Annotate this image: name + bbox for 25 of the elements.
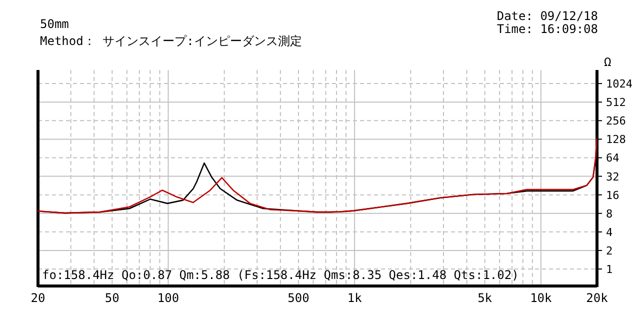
annotation: fo:158.4Hz Qo:0.87 Qm:5.88 (Fs:158.4Hz Qms:8.35 Qes:1.48 Qts:1.02)	[42, 268, 519, 282]
x-tick-label: 10k	[530, 291, 553, 305]
y-tick-label: 256	[606, 114, 626, 128]
x-tick-label: 50	[104, 291, 120, 305]
x-tick-label: 20	[30, 291, 46, 305]
y-tick-label: 16	[606, 188, 620, 202]
y-tick-label: 1024	[606, 78, 633, 91]
x-tick-label: 5k	[478, 291, 493, 305]
x-tick-label: 500	[288, 291, 310, 305]
x-tick-label: 20k	[586, 291, 609, 305]
x-tick-label: 100	[157, 291, 180, 305]
text: Date: 09/12/18	[496, 9, 598, 23]
y-tick-label: 2	[606, 244, 613, 258]
y-tick-label: 4	[606, 226, 613, 239]
x-tick-label: 1k	[347, 291, 363, 305]
y-tick-label: 512	[606, 96, 626, 110]
text: Method： サインスイープ:インピーダンス測定	[40, 34, 302, 48]
text: Time: 16:09:08	[496, 22, 598, 36]
y-tick-label: 1	[606, 263, 613, 276]
y-tick-label: 32	[606, 170, 620, 184]
y-tick-label: 64	[606, 152, 620, 165]
text: 50mm	[40, 17, 69, 31]
y-tick-label: 8	[606, 207, 613, 220]
y-axis-title: Ω	[604, 55, 612, 69]
y-tick-label: 128	[606, 133, 626, 146]
